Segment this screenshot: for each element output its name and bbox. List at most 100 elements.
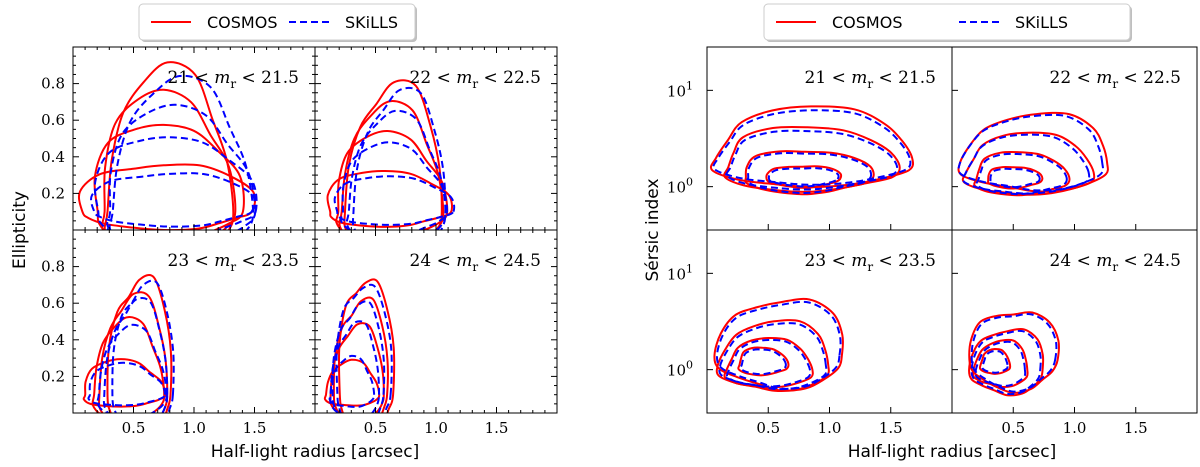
contours — [82, 274, 175, 413]
contour-cosmos-level-2 — [335, 129, 449, 230]
panel-label-suffix: < 21.5 — [873, 68, 936, 88]
panel-1: 21 < mr < 21.5 0.2 0.4 0.6 0.8 — [41, 46, 316, 231]
panel-label-prefix: 21 < — [805, 68, 852, 88]
y-axis-label: Ellipticity — [10, 191, 30, 269]
panel-label-var: m — [851, 68, 867, 88]
legend-box — [763, 3, 1131, 41]
contour-cosmos-level-2 — [723, 336, 814, 389]
contour-skills-level-4 — [970, 313, 1058, 393]
y-tick-exp: 0 — [686, 176, 693, 189]
panel-label-sub: r — [867, 260, 873, 274]
contours — [323, 278, 396, 413]
legend-label-skills: SKiLLS — [1015, 13, 1068, 32]
contour-skills-level-2 — [329, 320, 381, 413]
contour-cosmos-level-1 — [326, 169, 453, 228]
panel-label-prefix: 23 < — [168, 251, 215, 271]
x-tick-label: 1.0 — [424, 419, 448, 437]
contour-skills-level-3 — [718, 322, 828, 391]
contour-skills-level-1 — [90, 172, 256, 228]
contour-skills-level-1 — [981, 349, 1009, 374]
panel-2: 22 < mr < 22.5 — [951, 46, 1198, 231]
contour-skills-level-4 — [351, 86, 447, 230]
panel-label-suffix: < 22.5 — [478, 68, 541, 88]
panel-label-var: m — [214, 251, 230, 271]
contour-cosmos-level-1 — [978, 347, 1012, 375]
panel-label-var: m — [1096, 251, 1112, 271]
contours — [957, 111, 1109, 197]
panel-label: 24 < mr < 24.5 — [410, 251, 541, 274]
contour-skills-level-4 — [111, 279, 175, 413]
x-tick-label: 1.5 — [243, 419, 267, 437]
ticks — [315, 230, 557, 413]
legend-label-cosmos: COSMOS — [207, 13, 277, 32]
x-tick-label: 1.0 — [818, 419, 842, 437]
panel-4: 24 < mr < 24.5 0.5 1.0 1.5 — [314, 229, 558, 437]
panel-label-sub: r — [1112, 260, 1118, 274]
contour-skills-level-3 — [106, 103, 257, 230]
y-tick-label: 101 — [667, 262, 693, 283]
contours — [326, 79, 456, 230]
contour-skills-level-1 — [989, 167, 1041, 189]
panel-label-sub: r — [867, 77, 873, 91]
panel-label-sub: r — [472, 77, 478, 91]
contour-skills-level-1 — [333, 175, 456, 226]
y-tick-label: 0.6 — [41, 294, 65, 312]
panel-label: 24 < mr < 24.5 — [1050, 251, 1181, 274]
contours — [713, 297, 844, 392]
ticks — [73, 230, 315, 413]
panel-3: 23 < mr < 23.5 0.5 1.0 1.5 0.2 0.4 0.6 0.8 — [41, 229, 316, 437]
y-tick-label: 0.6 — [41, 111, 65, 129]
panel-label-var: m — [456, 68, 472, 88]
contour-cosmos-level-2 — [91, 316, 166, 413]
contour-cosmos-level-3 — [338, 100, 445, 230]
contour-cosmos-level-1 — [737, 346, 790, 377]
y-tick-label: 0.8 — [41, 75, 65, 93]
panel-label-suffix: < 21.5 — [236, 68, 299, 88]
contour-cosmos-level-1 — [77, 163, 257, 230]
panel-label-var: m — [214, 68, 230, 88]
legend: COSMOS SKiLLS — [138, 3, 417, 42]
contour-cosmos-level-2 — [744, 150, 875, 196]
ticks — [707, 89, 892, 230]
contour-cosmos-level-4 — [957, 111, 1109, 193]
contour-skills-level-2 — [93, 136, 258, 230]
x-tick-label: 1.5 — [485, 419, 509, 437]
contour-cosmos-level-4 — [103, 61, 235, 230]
legend-box — [138, 3, 416, 41]
x-tick-label: 0.5 — [364, 419, 388, 437]
panel-label-sub: r — [472, 260, 478, 274]
panel-label-sub: r — [230, 77, 236, 91]
panel-label-var: m — [456, 251, 472, 271]
contours — [968, 311, 1060, 397]
contour-skills-level-1 — [328, 354, 376, 408]
legend-label-skills: SKiLLS — [345, 13, 398, 32]
x-axis-label: Half-light radius [arcsec] — [848, 442, 1056, 462]
contours — [77, 61, 258, 230]
contour-skills-level-4 — [335, 283, 393, 413]
panel-label-sub: r — [1112, 77, 1118, 91]
y-tick-label: 0.8 — [41, 258, 65, 276]
x-tick-label: 1.0 — [182, 419, 206, 437]
y-tick-base: 10 — [667, 82, 686, 100]
contour-skills-level-2 — [974, 340, 1027, 387]
contour-skills-level-2 — [725, 338, 812, 388]
contour-skills-level-4 — [957, 113, 1105, 192]
panel-2: 22 < mr < 22.5 — [314, 46, 558, 231]
contour-cosmos-level-4 — [713, 297, 844, 392]
y-tick-label: 100 — [667, 176, 693, 197]
y-tick-base: 10 — [667, 362, 686, 380]
panel-label-var: m — [1096, 68, 1112, 88]
panel-label-prefix: 24 < — [410, 251, 457, 271]
panel-label-prefix: 24 < — [1050, 251, 1097, 271]
contour-cosmos-level-3 — [332, 296, 389, 413]
contour-cosmos-level-3 — [723, 125, 901, 193]
panel-label-prefix: 23 < — [805, 251, 852, 271]
y-tick-exp: 1 — [686, 79, 693, 92]
y-tick-label: 0.2 — [41, 367, 65, 385]
contour-skills-level-2 — [746, 152, 873, 195]
y-tick-label: 101 — [667, 79, 693, 100]
panel-label: 23 < mr < 23.5 — [168, 251, 299, 274]
